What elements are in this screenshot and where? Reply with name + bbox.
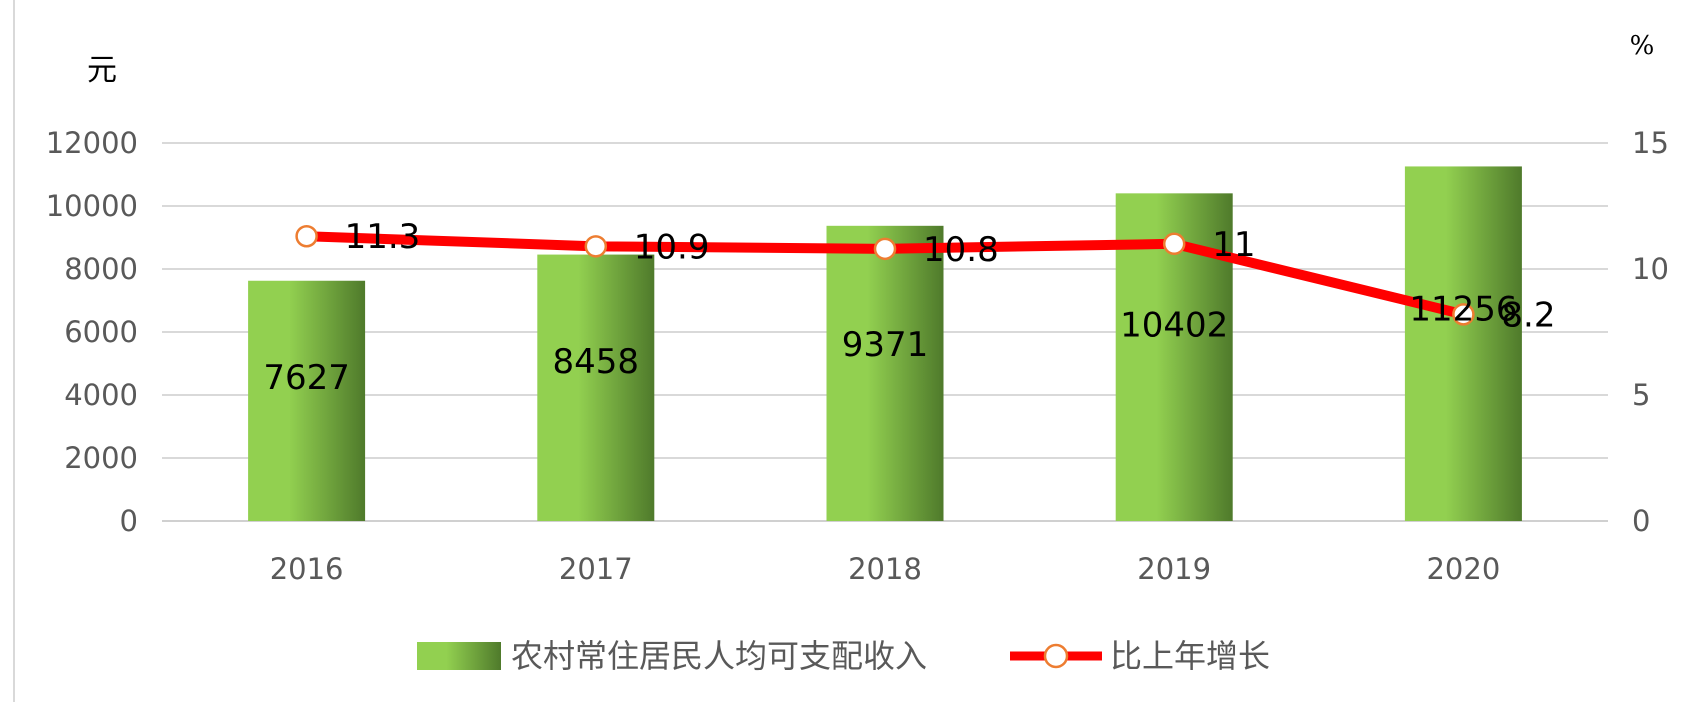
bar-series: [248, 166, 1522, 521]
right-tick-label: 5: [1632, 378, 1650, 412]
growth-point: [584, 235, 608, 258]
growth-point: [295, 224, 318, 248]
x-tick-label: 2017: [559, 552, 633, 586]
right-tick-label: 15: [1632, 126, 1669, 160]
bar-value-label: 10402: [1120, 305, 1228, 345]
growth-value-label: 10.9: [634, 227, 710, 267]
growth-value-label: 11: [1212, 225, 1255, 265]
bar: [537, 254, 655, 521]
axes: 元 % 0 2000 4000 6000 8000 10000 12000 0 5 10 15 201…: [46, 31, 1669, 586]
left-tick-label: 12000: [46, 126, 138, 160]
legend-line-label: 比上年增长: [1110, 637, 1270, 675]
gridlines: [162, 142, 1608, 522]
x-tick-label: 2018: [848, 552, 922, 586]
left-tick-label: 10000: [46, 189, 138, 223]
left-tick-label: 0: [120, 504, 138, 538]
right-axis-unit: %: [1630, 31, 1655, 61]
data-labels: 7627 8458 9371 10402 11256 11.3 10.9 10.8 11 8.2: [263, 217, 1555, 398]
left-tick-label: 4000: [64, 378, 138, 412]
right-tick-label: 10: [1632, 252, 1669, 286]
legend-line-marker: [1043, 643, 1069, 669]
bar: [248, 280, 366, 521]
bar-value-label: 11256: [1409, 289, 1517, 329]
bar: [826, 225, 944, 521]
left-axis-unit: 元: [87, 53, 117, 88]
growth-point: [1162, 232, 1186, 256]
growth-value-label: 11.3: [345, 217, 421, 257]
growth-point: [1452, 303, 1475, 326]
line-series: [295, 224, 1475, 326]
legend-bar-swatch: [417, 642, 501, 670]
left-tick-label: 2000: [64, 441, 138, 475]
x-tick-label: 2016: [270, 552, 344, 586]
left-tick-label: 8000: [64, 252, 138, 286]
left-tick-label: 6000: [64, 315, 138, 349]
bar: [1404, 166, 1522, 521]
x-tick-label: 2019: [1137, 552, 1211, 586]
growth-value-label: 10.8: [923, 230, 999, 270]
bar-value-label: 7627: [263, 358, 350, 398]
bar-value-label: 9371: [842, 325, 929, 365]
legend: 农村常住居民人均可支配收入 比上年增长: [417, 637, 1270, 675]
bar-value-label: 8458: [553, 342, 640, 382]
right-tick-label: 0: [1632, 504, 1650, 538]
legend-bar-label: 农村常住居民人均可支配收入: [511, 637, 927, 675]
x-tick-label: 2020: [1426, 552, 1500, 586]
growth-value-label: 8.2: [1501, 295, 1555, 335]
left-border: [13, 0, 15, 702]
growth-point: [873, 237, 897, 261]
